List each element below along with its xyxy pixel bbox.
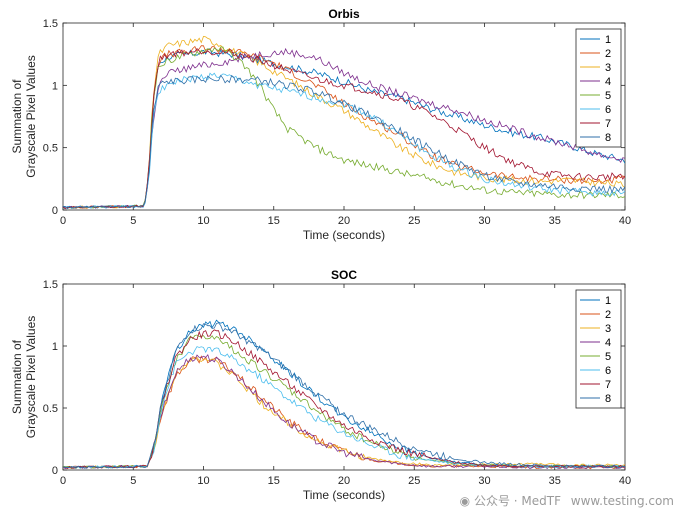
series-line-8 [63, 322, 625, 469]
x-axis-label: Time (seconds) [303, 228, 385, 242]
y-axis-label-line: Summation of [10, 339, 24, 414]
legend-label-1: 1 [605, 34, 611, 46]
series-line-8 [63, 74, 625, 210]
x-tick-label: 30 [478, 215, 490, 227]
legend [575, 289, 622, 409]
y-tick-label: 0 [52, 205, 58, 217]
y-tick-label: 1 [52, 80, 58, 92]
x-tick-label: 10 [197, 215, 209, 227]
y-axis-label-line: Grayscale Pixel Values [24, 316, 38, 439]
x-tick-label: 25 [408, 475, 420, 487]
series-line-3 [63, 35, 625, 209]
y-tick-label: 0 [52, 465, 58, 477]
x-tick-label: 20 [338, 215, 350, 227]
series-line-7 [63, 47, 625, 210]
y-axis-label-line: Summation of [10, 79, 24, 154]
series-line-5 [63, 46, 625, 210]
y-tick-label: 0.5 [43, 143, 58, 155]
x-tick-label: 40 [619, 475, 631, 487]
watermark-label: 公众号 · MedTF [473, 494, 561, 508]
legend-label-1: 1 [605, 295, 611, 307]
x-tick-label: 40 [619, 215, 631, 227]
x-tick-label: 15 [268, 215, 280, 227]
series-line-6 [63, 72, 625, 210]
legend-label-5: 5 [605, 351, 611, 363]
legend-label-3: 3 [605, 323, 611, 335]
x-tick-label: 5 [130, 215, 136, 227]
x-tick-label: 0 [60, 475, 66, 487]
legend-label-7: 7 [605, 118, 611, 130]
y-tick-label: 1 [52, 341, 58, 353]
axes-box [62, 283, 626, 471]
x-tick-label: 35 [549, 475, 561, 487]
x-tick-label: 10 [197, 475, 209, 487]
chart-title: SOC [331, 268, 357, 282]
y-axis-label: Summation ofGrayscale Pixel Values [10, 55, 38, 178]
x-tick-label: 0 [60, 215, 66, 227]
y-tick-label: 1.5 [43, 279, 58, 291]
y-axis-label-line: Grayscale Pixel Values [24, 55, 38, 178]
x-axis-label: Time (seconds) [303, 488, 385, 502]
y-tick-label: 0.5 [43, 403, 58, 415]
legend-label-6: 6 [605, 104, 611, 116]
legend-label-8: 8 [605, 393, 611, 405]
legend-label-4: 4 [605, 337, 611, 349]
legend-label-2: 2 [605, 48, 611, 60]
chart-title: Orbis [328, 7, 360, 21]
y-tick-label: 1.5 [43, 18, 58, 30]
watermark-site: www.testing.com [570, 494, 674, 508]
y-axis-label: Summation ofGrayscale Pixel Values [10, 316, 38, 439]
x-tick-label: 20 [338, 475, 350, 487]
legend [575, 28, 622, 148]
legend-label-4: 4 [605, 76, 611, 88]
legend-label-8: 8 [605, 132, 611, 144]
legend-label-5: 5 [605, 90, 611, 102]
legend-label-2: 2 [605, 309, 611, 321]
x-tick-label: 35 [549, 215, 561, 227]
watermark: ◉ 公众号 · MedTF www.testing.com [460, 492, 674, 509]
legend-label-3: 3 [605, 62, 611, 74]
legend-label-7: 7 [605, 379, 611, 391]
legend-label-6: 6 [605, 365, 611, 377]
series-line-3 [63, 356, 625, 469]
wechat-icon: ◉ [459, 494, 471, 508]
x-tick-label: 15 [268, 475, 280, 487]
x-tick-label: 25 [408, 215, 420, 227]
x-tick-label: 5 [130, 475, 136, 487]
x-tick-label: 30 [478, 475, 490, 487]
